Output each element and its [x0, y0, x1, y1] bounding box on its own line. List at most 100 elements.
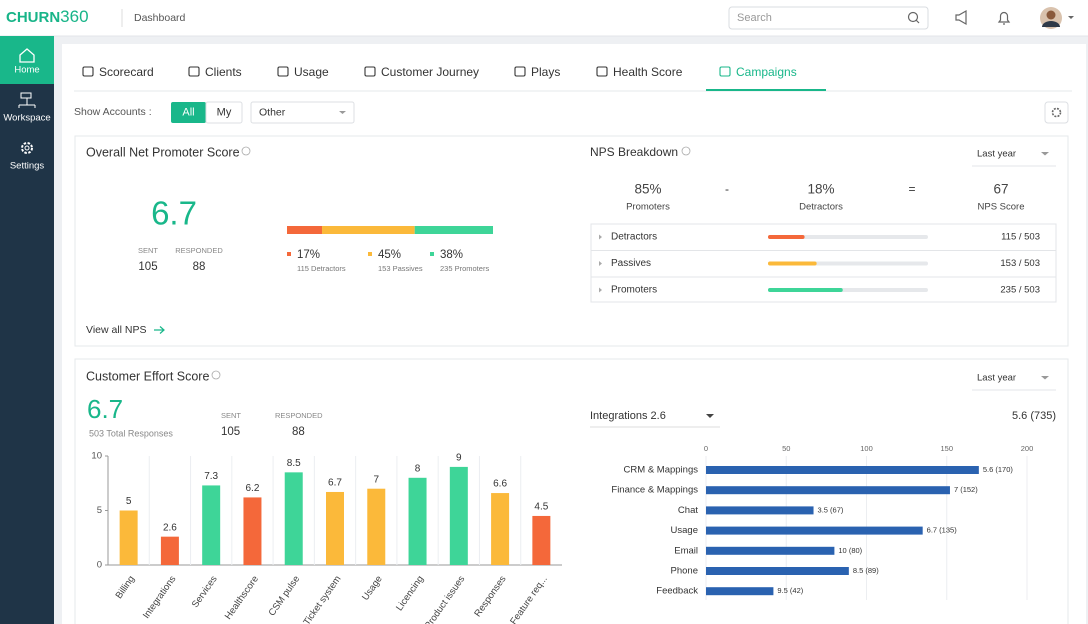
y-tick-label: Phone — [671, 566, 698, 577]
bell-icon[interactable] — [997, 11, 1011, 25]
segment-label: 45% — [378, 249, 401, 261]
summary-label: Detractors — [799, 202, 843, 213]
gear-icon — [1051, 107, 1062, 118]
value-label: 10 (80) — [838, 546, 862, 555]
row-count: 235 / 503 — [1000, 285, 1040, 296]
avatar-caret[interactable] — [1068, 16, 1074, 19]
account-select[interactable] — [250, 101, 355, 124]
stat-label: RESPONDED — [175, 246, 223, 255]
link-arrow — [154, 326, 165, 334]
legend-dot — [368, 252, 372, 256]
period-select[interactable]: Last year — [977, 373, 1016, 384]
value-label: 8.5 (89) — [853, 566, 879, 575]
filter-all[interactable] — [171, 102, 206, 123]
summary-label: NPS Score — [978, 202, 1025, 213]
avatar-face — [1046, 10, 1056, 20]
tab[interactable]: Campaigns — [736, 65, 797, 79]
value-label: 8 — [415, 463, 421, 474]
value-label: 6.7 — [328, 478, 342, 489]
tab-icon — [82, 66, 94, 77]
bar — [243, 497, 262, 565]
row-bar — [768, 235, 805, 239]
nps-score: 6.7 — [151, 195, 197, 232]
tab[interactable]: Scorecard — [99, 65, 154, 79]
period-select[interactable]: Last year — [977, 149, 1016, 160]
value-label: 5.6 (170) — [983, 465, 1014, 474]
value-label: 9 — [456, 453, 462, 464]
sidebar — [0, 36, 54, 624]
tab-icon — [719, 66, 731, 77]
filter-my[interactable] — [205, 101, 243, 124]
tab-underline — [706, 89, 826, 91]
bar — [706, 526, 923, 535]
info-icon[interactable] — [211, 370, 221, 380]
tab[interactable]: Health Score — [613, 65, 683, 79]
nav-item[interactable]: Settings — [10, 161, 45, 172]
breadcrumb[interactable]: Dashboard — [134, 12, 186, 24]
tab-icon — [364, 66, 376, 77]
logo[interactable]: CHURN360 — [6, 7, 89, 26]
row-expander — [599, 261, 602, 266]
value-label: 6.6 — [493, 479, 507, 490]
selector-caret — [706, 414, 714, 418]
tab[interactable]: Clients — [205, 65, 242, 79]
value-label: 8.5 — [287, 458, 301, 469]
x-tick-label: 100 — [860, 444, 873, 453]
stat-value: 105 — [221, 426, 240, 438]
announce-icon[interactable] — [955, 9, 967, 26]
workspace-icon — [18, 98, 36, 108]
row-bar — [768, 261, 817, 266]
bar — [326, 491, 344, 565]
x-tick-label: 200 — [1021, 444, 1034, 453]
nav-item[interactable]: Home — [14, 65, 39, 76]
tab-icon — [514, 66, 526, 77]
tab[interactable]: Customer Journey — [381, 65, 479, 79]
nps-segment — [322, 226, 415, 234]
search-box[interactable] — [728, 6, 929, 30]
value-label: 2.6 — [163, 522, 177, 533]
nav-item[interactable]: Workspace — [3, 113, 50, 124]
card-title: NPS Breakdown — [590, 145, 678, 159]
select-caret — [339, 111, 346, 114]
segment-caption: 115 Detractors — [297, 264, 346, 273]
legend-dot — [287, 252, 291, 256]
bar — [491, 493, 510, 565]
settings-button[interactable] — [1044, 101, 1069, 124]
x-tick-label: 150 — [940, 444, 953, 453]
tab[interactable]: Plays — [531, 65, 560, 79]
x-tick-label: 0 — [704, 444, 708, 453]
row-count: 153 / 503 — [1000, 258, 1040, 269]
y-tick-label: Usage — [671, 525, 698, 536]
info-icon[interactable] — [681, 146, 691, 156]
total-responses: 503 Total Responses — [89, 428, 173, 438]
stat-value: 88 — [292, 426, 305, 438]
info-icon[interactable] — [241, 146, 251, 156]
y-tick-label: Finance & Mappings — [611, 485, 698, 496]
stat-label: RESPONDED — [275, 411, 323, 420]
chart-selector[interactable]: Integrations 2.6 — [590, 410, 666, 422]
view-all-link[interactable]: View all NPS — [86, 324, 147, 336]
nps-breakdown: 85% Promoters 18% Detractors 67 NPS Score - = De… — [591, 182, 1056, 296]
bar — [706, 506, 814, 515]
bar — [706, 587, 774, 596]
value-label: 3.5 (67) — [818, 505, 844, 514]
bar — [706, 546, 835, 555]
filter-option: My — [217, 106, 232, 118]
tab[interactable]: Usage — [294, 65, 329, 79]
y-tick-label: CRM & Mappings — [624, 465, 699, 476]
search-icon — [907, 11, 919, 23]
row-name: Detractors — [611, 232, 657, 243]
value-label: 7 — [373, 474, 379, 485]
card-title: Customer Effort Score — [86, 369, 209, 383]
summary-label: Promoters — [626, 202, 670, 213]
bar — [202, 485, 221, 565]
bar — [706, 486, 950, 495]
search-icon — [915, 19, 920, 24]
bar — [706, 567, 849, 575]
legend-dot — [430, 252, 434, 256]
logo-360: 360 — [60, 7, 88, 26]
chart-summary: 5.6 (735) — [1012, 410, 1056, 422]
tabs: Scorecard Clients Usage Customer Journey Pla… — [82, 65, 826, 91]
bar — [160, 536, 179, 565]
